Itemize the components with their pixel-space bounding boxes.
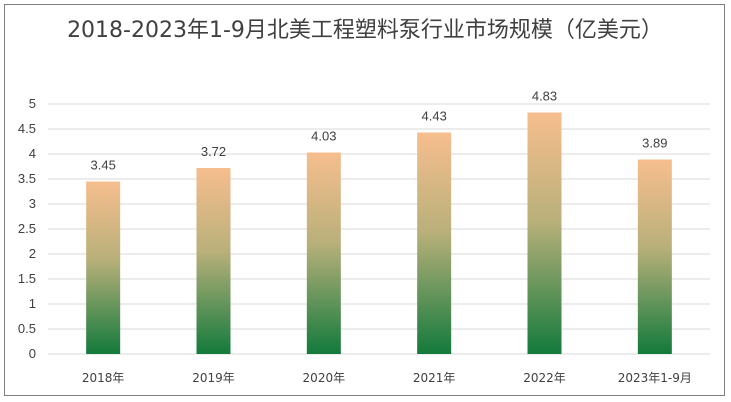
y-tick-label: 1	[29, 296, 36, 311]
data-label: 3.89	[642, 136, 667, 151]
y-tick-label: 1.5	[18, 271, 36, 286]
data-label: 4.83	[532, 89, 557, 104]
x-tick-label: 2020年	[303, 371, 346, 385]
chart-title: 2018-2023年1-9月北美工程塑料泵行业市场规模（亿美元）	[67, 18, 663, 43]
bar	[417, 132, 452, 354]
chart-frame	[4, 4, 725, 396]
bar	[86, 181, 121, 354]
bar	[527, 112, 562, 354]
data-labels: 3.45 3.72 4.03 4.43 4.83 3.89	[91, 89, 668, 173]
y-tick-label: 4.5	[18, 121, 36, 136]
gridlines	[48, 103, 710, 355]
y-tick-label: 2	[29, 246, 36, 261]
data-label: 4.43	[422, 109, 447, 124]
data-label: 3.45	[91, 158, 116, 173]
bars	[86, 112, 672, 354]
y-tick-label: 2.5	[18, 221, 36, 236]
x-tick-label: 2019年	[192, 371, 235, 385]
data-label: 4.03	[311, 129, 336, 144]
bar	[637, 159, 672, 354]
y-axis-ticks: 0 0.5 1 1.5 2 2.5 3 3.5 4 4.5 5	[18, 96, 36, 361]
y-tick-label: 0.5	[18, 321, 36, 336]
x-tick-label: 2021年	[413, 371, 456, 385]
x-tick-label: 2022年	[523, 371, 566, 385]
x-tick-label: 2018年	[82, 371, 125, 385]
data-label: 3.72	[201, 144, 226, 159]
y-tick-label: 5	[29, 96, 36, 111]
bar	[196, 168, 231, 354]
y-tick-label: 4	[29, 146, 36, 161]
y-tick-label: 3	[29, 196, 36, 211]
x-tick-label: 2023年1-9月	[618, 371, 692, 385]
y-tick-label: 0	[29, 346, 36, 361]
y-tick-label: 3.5	[18, 171, 36, 186]
x-axis-ticks: 2018年 2019年 2020年 2021年 2022年 2023年1-9月	[82, 371, 692, 385]
bar	[306, 152, 341, 354]
